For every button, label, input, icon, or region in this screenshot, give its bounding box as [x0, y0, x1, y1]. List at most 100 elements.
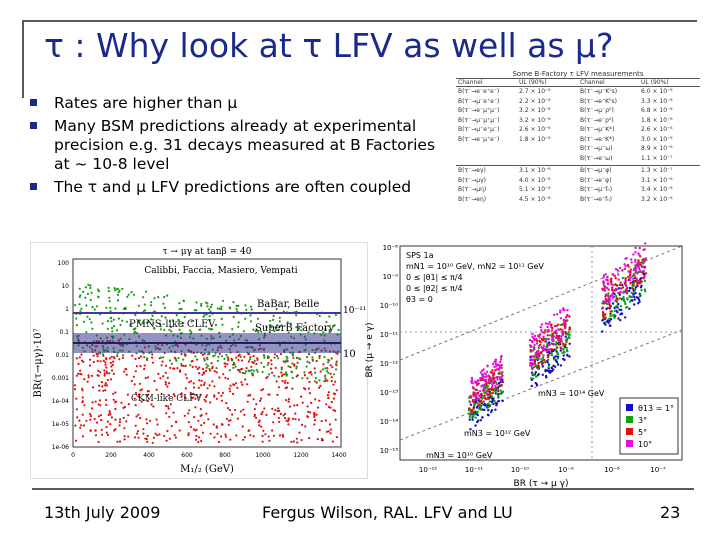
- ckm-point: [107, 413, 110, 416]
- ckm-point: [220, 394, 223, 397]
- pmns-point: [306, 355, 309, 359]
- correlation-point: [533, 358, 536, 362]
- pmns-point: [86, 292, 89, 295]
- pmns-point: [190, 331, 193, 334]
- ckm-point: [332, 397, 335, 400]
- ckm-point: [137, 357, 141, 360]
- pmns-point: [220, 317, 223, 320]
- ckm-point: [332, 383, 335, 386]
- correlation-point: [490, 377, 493, 381]
- correlation-point: [553, 358, 556, 361]
- correlation-point: [491, 362, 495, 366]
- ckm-point: [142, 398, 145, 401]
- correlation-point: [483, 394, 486, 397]
- correlation-point: [615, 297, 618, 301]
- table-row: B(τ⁻→μ⁻e⁺μ⁻) 2.6 × 10⁻⁸ B(τ⁻→μ⁻K*) 2.6 × 10…: [456, 125, 700, 135]
- pmns-point: [254, 330, 257, 333]
- ckm-point: [140, 400, 143, 403]
- pmns-point: [235, 307, 238, 310]
- ckm-point: [203, 352, 206, 355]
- ckm-point: [286, 381, 289, 385]
- correlation-point: [540, 357, 543, 361]
- plot-background: [31, 243, 367, 478]
- y-tick-label: 10⁻¹³: [380, 389, 398, 397]
- pmns-point: [311, 359, 315, 362]
- ckm-point: [104, 382, 107, 385]
- ckm-point: [164, 371, 167, 374]
- pmns-point: [323, 355, 326, 359]
- pmns-point: [180, 362, 183, 366]
- ckm-point: [255, 403, 258, 406]
- ckm-point: [237, 354, 240, 357]
- ckm-point: [211, 365, 214, 368]
- correlation-point: [610, 286, 614, 289]
- table-cell: 1.8 × 10⁻⁸: [641, 116, 673, 124]
- pmns-point: [208, 314, 211, 318]
- ckm-point: [98, 389, 101, 392]
- ckm-point: [94, 429, 97, 432]
- ckm-point: [172, 411, 175, 414]
- ckm-point: [205, 394, 209, 397]
- pmns-point: [263, 354, 266, 357]
- ckm-point: [328, 423, 332, 426]
- correlation-point: [554, 349, 558, 352]
- correlation-point: [489, 376, 492, 379]
- correlation-point: [602, 284, 606, 287]
- correlation-point: [641, 276, 645, 280]
- pmns-point: [295, 314, 298, 317]
- ckm-point: [193, 416, 196, 419]
- pmns-point: [232, 301, 235, 304]
- ckm-point: [326, 393, 329, 397]
- correlation-point: [498, 384, 501, 387]
- pmns-point: [129, 323, 132, 326]
- ckm-point: [156, 434, 159, 437]
- pmns-point: [210, 303, 213, 306]
- ckm-point: [276, 393, 279, 396]
- footer-author: Fergus Wilson, RAL. LFV and LU: [262, 503, 513, 522]
- ckm-point: [75, 374, 78, 377]
- bullet-item: The τ and μ LFV predictions are often co…: [30, 178, 450, 197]
- correlation-point: [568, 355, 571, 358]
- ckm-point: [278, 434, 282, 437]
- correlation-point: [544, 340, 547, 343]
- ckm-point: [280, 371, 283, 374]
- correlation-point: [568, 342, 571, 345]
- correlation-point: [501, 374, 504, 377]
- ckm-point: [322, 363, 325, 366]
- ckm-point: [162, 375, 165, 378]
- correlation-point: [555, 359, 558, 363]
- correlation-point: [490, 410, 493, 414]
- pmns-point: [166, 294, 169, 297]
- pmns-point: [125, 320, 129, 323]
- correlation-point: [617, 317, 620, 320]
- pmns-point: [182, 322, 185, 325]
- correlation-point: [632, 292, 636, 295]
- pmns-point: [325, 369, 329, 372]
- ckm-point: [120, 401, 123, 404]
- ckm-point: [218, 352, 221, 355]
- pmns-point: [134, 313, 137, 317]
- ckm-point: [184, 387, 187, 390]
- ckm-point: [73, 384, 77, 387]
- ckm-point: [292, 417, 295, 420]
- correlation-point: [531, 335, 534, 339]
- correlation-point: [609, 310, 612, 313]
- ckm-point: [80, 353, 83, 356]
- ckm-point: [100, 381, 103, 384]
- correlation-point: [500, 363, 503, 367]
- correlation-point: [624, 277, 627, 280]
- correlation-point: [565, 346, 568, 349]
- correlation-point: [541, 346, 545, 350]
- correlation-point: [560, 347, 563, 350]
- pmns-point: [285, 374, 288, 377]
- y-tick-label: 1e-04: [52, 398, 69, 405]
- pmns-point: [278, 320, 281, 323]
- pmns-point: [116, 354, 119, 358]
- pmns-point: [101, 322, 104, 325]
- correlation-point: [532, 373, 536, 377]
- ckm-point: [241, 371, 245, 375]
- ckm-point: [166, 429, 169, 433]
- pmns-point: [247, 369, 250, 372]
- pmns-point: [226, 356, 229, 359]
- ckm-point: [281, 380, 284, 383]
